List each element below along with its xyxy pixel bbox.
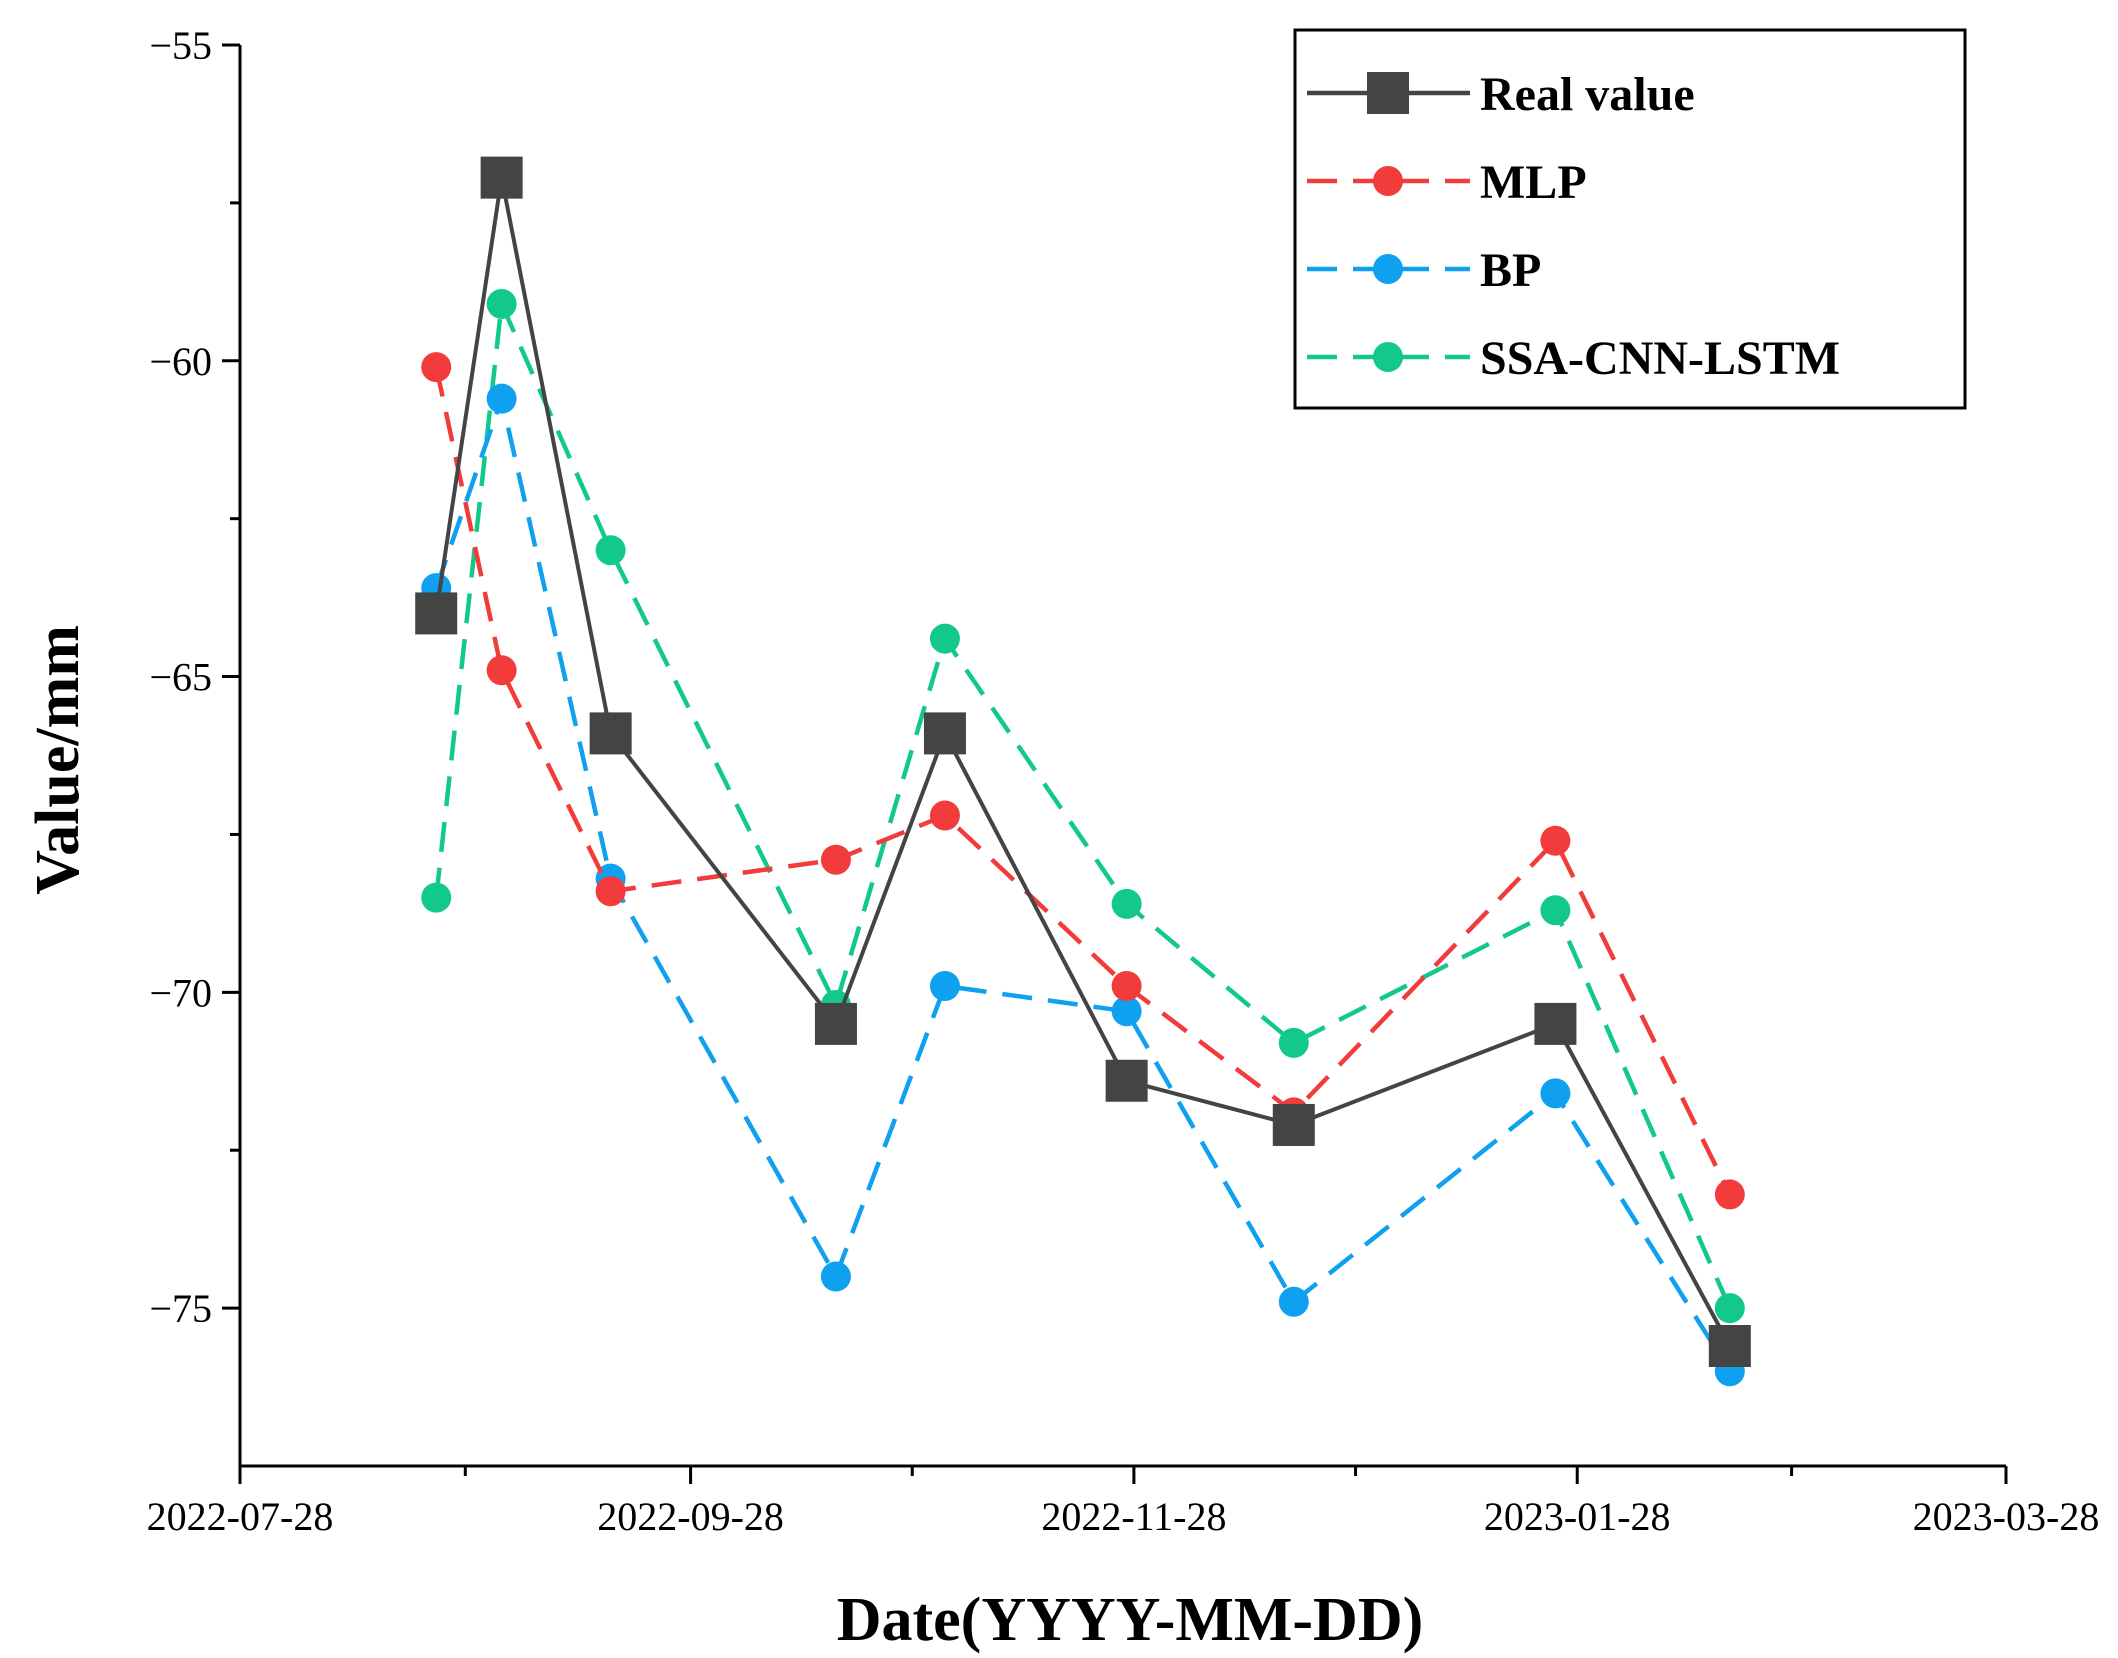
data-point-ssa-cnn-lstm: [1278, 1027, 1309, 1058]
data-point-ssa-cnn-lstm: [1540, 895, 1571, 926]
data-point-ssa-cnn-lstm: [1714, 1293, 1745, 1324]
legend-marker-ssa-cnn-lstm: [1373, 342, 1403, 372]
x-tick-label: 2023-01-28: [1484, 1494, 1671, 1539]
series-bp: [421, 383, 1745, 1387]
data-point-mlp: [421, 352, 452, 383]
data-point-bp: [1111, 996, 1142, 1027]
y-tick-label: −70: [149, 970, 212, 1015]
legend-entry-mlp: MLP: [1307, 156, 1587, 209]
legend-marker-bp: [1373, 254, 1403, 284]
legend: Real value MLP BP SSA-CNN-LSTM: [1293, 28, 1967, 410]
legend-entry-bp: BP: [1307, 244, 1541, 297]
data-point-mlp: [1540, 825, 1571, 856]
x-axis-title: Date(YYYY-MM-DD): [837, 1586, 1424, 1654]
data-point-bp: [486, 383, 517, 414]
data-point-real-value: [415, 592, 458, 635]
series-real-value: [415, 156, 1751, 1368]
legend-marker-mlp: [1373, 166, 1403, 196]
data-point-bp: [1540, 1078, 1571, 1109]
axes: −55 −60 −65 −70 −75 2022-07-28 2022-09-28 2022-…: [147, 23, 2100, 1539]
series-line-ssa-cnn-lstm: [433, 295, 1732, 1310]
y-tick-label: −75: [149, 1286, 212, 1331]
legend-label-bp: BP: [1480, 244, 1541, 297]
legend-entry-real-value: Real value: [1307, 68, 1695, 121]
y-tick-label: −65: [149, 655, 212, 700]
series-line-bp: [434, 390, 1732, 1373]
data-point-real-value: [1708, 1325, 1751, 1368]
data-point-real-value: [923, 712, 966, 755]
data-point-ssa-cnn-lstm: [1111, 888, 1142, 919]
data-point-mlp: [595, 876, 626, 907]
legend-label-real-value: Real value: [1480, 68, 1695, 121]
data-point-mlp: [929, 800, 960, 831]
data-point-ssa-cnn-lstm: [486, 288, 517, 319]
data-point-mlp: [1714, 1179, 1745, 1210]
series-mlp: [421, 352, 1745, 1210]
data-point-mlp: [486, 655, 517, 686]
x-tick-label: 2022-07-28: [147, 1494, 334, 1539]
data-point-bp: [1278, 1286, 1309, 1317]
legend-entry-ssa-cnn-lstm: SSA-CNN-LSTM: [1307, 332, 1840, 385]
data-point-real-value: [480, 156, 523, 199]
data-point-ssa-cnn-lstm: [929, 623, 960, 654]
series-line-mlp: [434, 366, 1732, 1196]
data-point-real-value: [589, 712, 632, 755]
y-axis-title: Value/mm: [24, 625, 92, 895]
series-ssa-cnn-lstm: [421, 288, 1745, 1324]
data-point-real-value: [814, 1002, 857, 1045]
data-point-real-value: [1272, 1103, 1315, 1146]
data-point-mlp: [1111, 971, 1142, 1002]
y-tick-label: −55: [149, 23, 212, 68]
data-point-mlp: [820, 844, 851, 875]
data-point-bp: [820, 1261, 851, 1292]
x-tick-label: 2022-11-28: [1041, 1494, 1226, 1539]
x-tick-label: 2023-03-28: [1913, 1494, 2100, 1539]
data-point-ssa-cnn-lstm: [595, 535, 626, 566]
x-tick-label: 2022-09-28: [597, 1494, 784, 1539]
data-point-real-value: [1534, 1002, 1577, 1045]
legend-label-ssa-cnn-lstm: SSA-CNN-LSTM: [1480, 332, 1840, 385]
y-tick-label: −60: [149, 339, 212, 384]
plot-area: [415, 156, 1751, 1387]
data-point-real-value: [1105, 1059, 1148, 1102]
legend-marker-real-value: [1367, 72, 1409, 114]
legend-label-mlp: MLP: [1480, 156, 1587, 209]
data-point-ssa-cnn-lstm: [421, 882, 452, 913]
data-point-bp: [929, 971, 960, 1002]
